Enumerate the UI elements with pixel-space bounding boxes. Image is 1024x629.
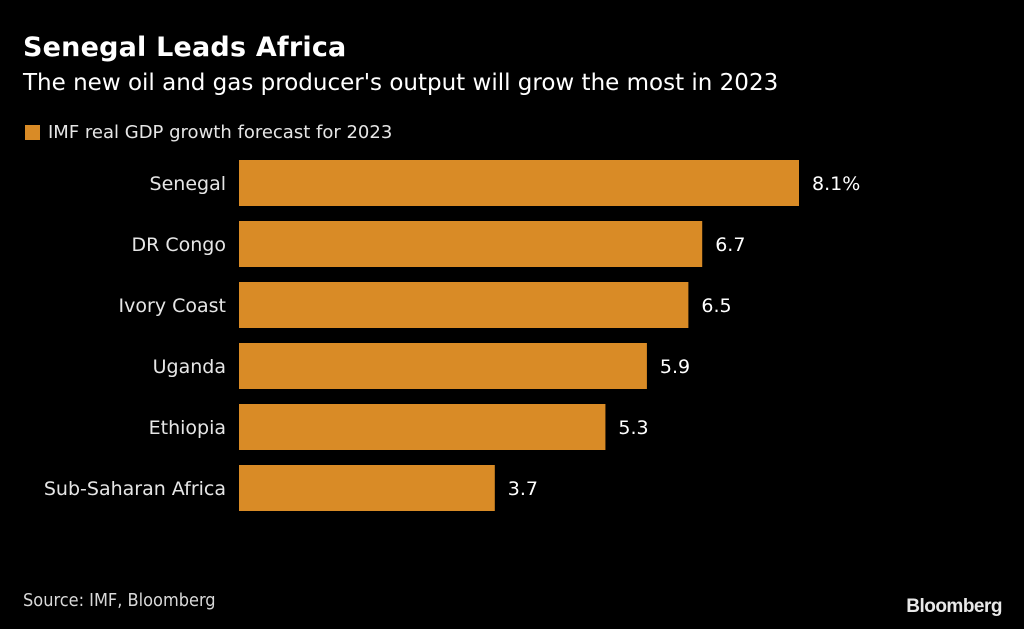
category-label: Ivory Coast — [119, 295, 226, 317]
legend-label: IMF real GDP growth forecast for 2023 — [48, 122, 393, 143]
value-label: 3.7 — [508, 478, 538, 500]
bar-sub-saharan-africa — [239, 465, 495, 511]
value-label: 6.5 — [701, 295, 731, 317]
legend-swatch — [25, 125, 40, 140]
category-label: Uganda — [153, 356, 226, 378]
bar-ethiopia — [239, 404, 606, 450]
value-label: 6.7 — [715, 234, 745, 256]
legend: IMF real GDP growth forecast for 2023 — [25, 122, 392, 143]
category-label: Senegal — [150, 173, 226, 195]
bloomberg-logo: Bloomberg — [906, 596, 1002, 617]
chart-subtitle: The new oil and gas producer's output wi… — [23, 70, 779, 96]
chart-title: Senegal Leads Africa — [23, 32, 347, 63]
category-label: DR Congo — [132, 234, 227, 256]
value-label: 5.3 — [618, 417, 648, 439]
value-label: 5.9 — [660, 356, 690, 378]
category-label: Sub-Saharan Africa — [44, 478, 226, 500]
bar-uganda — [239, 343, 647, 389]
value-label: 8.1% — [812, 173, 860, 195]
bar-senegal — [239, 160, 799, 206]
bar-ivory-coast — [239, 282, 689, 328]
category-label: Ethiopia — [149, 417, 226, 439]
bar-dr-congo — [239, 221, 703, 267]
source-note: Source: IMF, Bloomberg — [23, 590, 216, 611]
